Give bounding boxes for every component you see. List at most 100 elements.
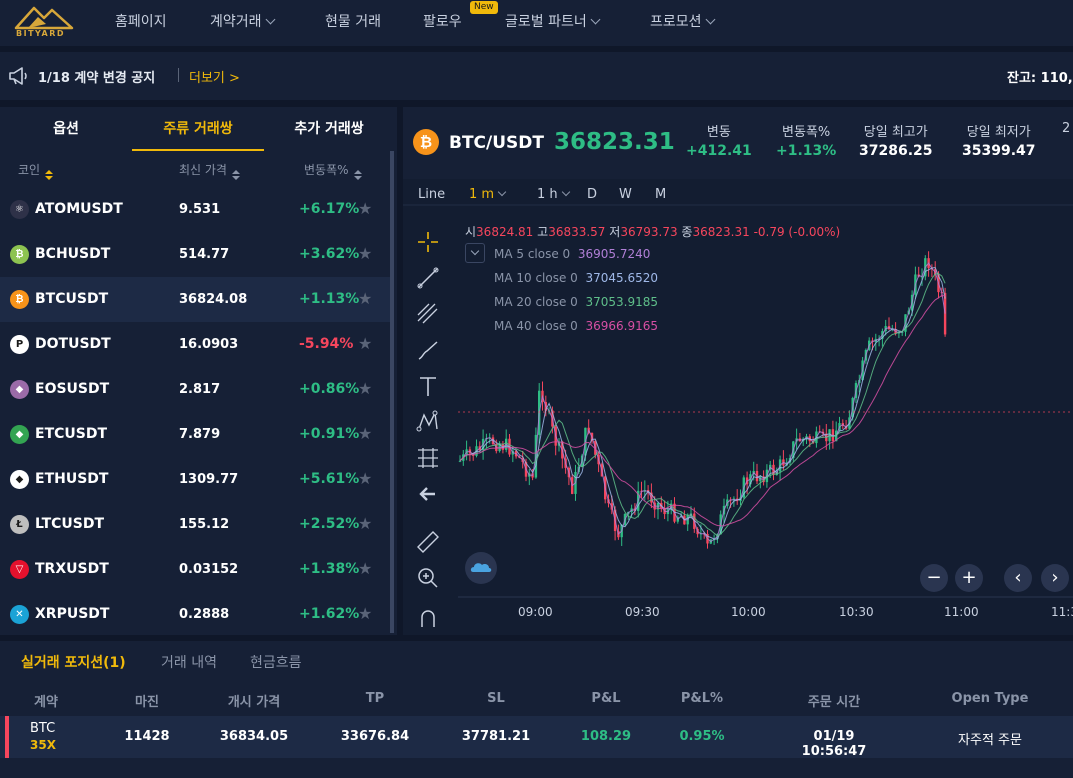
notice-text[interactable]: 1/18 계약 변경 공지	[38, 71, 156, 86]
last-price: 36823.31	[554, 129, 675, 155]
coin-icon: P	[10, 335, 29, 354]
scroll-right-button[interactable]: ›	[1041, 564, 1069, 592]
stat-change-pct: 변동폭% +1.13%	[776, 125, 837, 159]
chart-area[interactable]: Line 1 m 1 h D W M 시36824.81 고36833.57 저…	[403, 179, 1073, 635]
zoom-in-button[interactable]: +	[955, 564, 983, 592]
coin-change: +2.52%	[299, 516, 360, 532]
bityard-logo[interactable]	[14, 2, 76, 42]
nav-global-partner[interactable]: 글로벌 파트너	[505, 11, 601, 31]
star-icon[interactable]: ★	[358, 469, 373, 488]
market-row[interactable]: ◆ ETCUSDT 7.879 +0.91% ★	[0, 412, 390, 457]
magnet-icon[interactable]	[415, 607, 441, 627]
market-row[interactable]: ⚛ ATOMUSDT 9.531 +6.17% ★	[0, 187, 390, 232]
position-row[interactable]: BTC 35X 11428 36834.05 33676.84 37781.21…	[0, 716, 1073, 759]
market-row[interactable]: ◆ ETHUSDT 1309.77 +5.61% ★	[0, 457, 390, 502]
candle-body	[458, 460, 462, 462]
balance-text: 잔고: 110,7	[1007, 71, 1073, 86]
collapse-legend-button[interactable]	[465, 243, 485, 263]
back-arrow-icon[interactable]	[415, 481, 441, 507]
coin-icon: ◆	[10, 470, 29, 489]
tab-live-positions[interactable]: 실거래 포지션(1)	[21, 655, 126, 671]
parallel-channel-icon[interactable]	[415, 301, 441, 327]
market-row[interactable]: Ł LTCUSDT 155.12 +2.52% ★	[0, 502, 390, 547]
star-icon[interactable]: ★	[358, 424, 373, 443]
tradingview-logo[interactable]	[465, 552, 497, 584]
positions-panel: 실거래 포지션(1) 거래 내역 현금흐름 계약 마진 개시 가격 TP SL …	[0, 641, 1073, 778]
pattern-icon[interactable]	[415, 409, 441, 435]
coin-name: ETCUSDT	[35, 426, 108, 442]
coin-price: 9.531	[179, 202, 221, 217]
top-nav: BITYARD 홈페이지 계약거래 현물 거래 팔로우 New 글로벌 파트너 …	[0, 0, 1073, 46]
coin-price: 36824.08	[179, 292, 248, 307]
star-icon[interactable]: ★	[358, 244, 373, 263]
ruler-icon[interactable]	[415, 529, 441, 555]
timeframe-day[interactable]: D	[587, 187, 598, 202]
market-row[interactable]: ◆ EOSUSDT 2.817 +0.86% ★	[0, 367, 390, 412]
nav-follow[interactable]: 팔로우	[423, 14, 462, 30]
coin-name: ETHUSDT	[35, 471, 109, 487]
coin-name: BTCUSDT	[35, 291, 109, 307]
column-coin[interactable]: 코인	[18, 161, 54, 180]
scroll-left-button[interactable]: ‹	[1004, 564, 1032, 592]
market-row[interactable]: ▽ TRXUSDT 0.03152 +1.38% ★	[0, 547, 390, 592]
nav-contract-trading[interactable]: 계약거래	[210, 11, 275, 31]
nav-spot-trading[interactable]: 현물 거래	[325, 14, 381, 30]
position-open-type: 자주적 주문	[958, 733, 1022, 748]
market-row[interactable]: P DOTUSDT 16.0903 -5.94% ★	[0, 322, 390, 367]
market-row[interactable]: ✕ XRPUSDT 0.2888 +1.62% ★	[0, 592, 390, 637]
timeframe-week[interactable]: W	[619, 187, 632, 202]
scrollbar[interactable]	[390, 151, 394, 633]
star-icon[interactable]: ★	[358, 199, 373, 218]
zoom-in-icon[interactable]	[415, 565, 441, 591]
market-row[interactable]: ₿ BCHUSDT 514.77 +3.62% ★	[0, 232, 390, 277]
position-margin: 11428	[124, 729, 170, 744]
star-icon[interactable]: ★	[358, 559, 373, 578]
tab-options[interactable]: 옵션	[53, 121, 79, 137]
column-open-price: 개시 가격	[227, 695, 281, 710]
coin-icon: ✕	[10, 605, 29, 624]
star-icon[interactable]: ★	[358, 334, 373, 353]
coin-price: 7.879	[179, 427, 221, 442]
timeframe-1h[interactable]: 1 h	[537, 187, 570, 202]
chevron-down-icon	[590, 14, 601, 25]
position-pnl: 108.29	[580, 729, 632, 744]
tab-trade-history[interactable]: 거래 내역	[161, 655, 217, 671]
x-tick-label: 11:3	[1051, 605, 1073, 619]
timeframe-month[interactable]: M	[655, 187, 667, 202]
coin-name: DOTUSDT	[35, 336, 111, 352]
trend-line-icon[interactable]	[415, 265, 441, 291]
star-icon[interactable]: ★	[358, 514, 373, 533]
x-tick-label: 11:00	[944, 605, 979, 619]
nav-promotion[interactable]: 프로모션	[650, 11, 715, 31]
moving-average-lines	[459, 262, 946, 543]
star-icon[interactable]: ★	[358, 604, 373, 623]
crosshair-icon[interactable]	[415, 229, 441, 255]
star-icon[interactable]: ★	[358, 289, 373, 308]
x-tick-label: 09:00	[518, 605, 553, 619]
tab-cash-flow[interactable]: 현금흐름	[250, 655, 302, 671]
measure-icon[interactable]	[415, 445, 441, 471]
column-change-pct[interactable]: 변동폭%	[304, 161, 362, 180]
x-tick-label: 09:30	[625, 605, 660, 619]
column-order-time: 주문 시간	[807, 695, 861, 710]
timeframe-1m[interactable]: 1 m	[469, 187, 507, 202]
nav-home[interactable]: 홈페이지	[115, 14, 167, 30]
coin-change: +6.17%	[299, 201, 360, 217]
timeframe-line[interactable]: Line	[418, 187, 446, 202]
position-order-time: 01/19 10:56:47	[801, 729, 867, 759]
zoom-out-button[interactable]: −	[920, 564, 948, 592]
short-indicator	[5, 716, 9, 758]
market-row[interactable]: ₿ BTCUSDT 36824.08 +1.13% ★	[0, 277, 390, 322]
position-leverage: 35X	[30, 738, 56, 752]
text-tool-icon[interactable]	[415, 373, 441, 399]
tab-major-pairs[interactable]: 주류 거래쌍	[132, 107, 264, 151]
pair-name[interactable]: BTC/USDT	[449, 133, 544, 153]
notice-more-link[interactable]: 더보기 >	[189, 71, 240, 86]
ma-legend-10: MA 10 close 0 37045.6520	[494, 271, 658, 285]
column-latest-price[interactable]: 최신 가격	[179, 161, 240, 180]
star-icon[interactable]: ★	[358, 379, 373, 398]
position-sl: 37781.21	[461, 729, 531, 744]
brush-icon[interactable]	[415, 337, 441, 363]
tab-additional-pairs[interactable]: 추가 거래쌍	[294, 121, 364, 137]
ma-line-1	[459, 262, 946, 543]
